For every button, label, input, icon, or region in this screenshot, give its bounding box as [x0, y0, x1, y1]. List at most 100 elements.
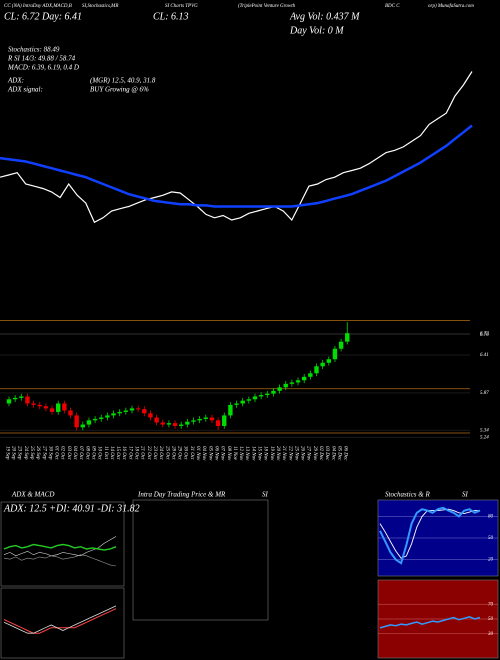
- x-tick-label: 06 Nov: [213, 446, 218, 461]
- y-tick-label: 6.70: [480, 333, 489, 338]
- line: [379, 508, 480, 559]
- candle-body: [179, 424, 184, 426]
- candle-body: [302, 376, 307, 381]
- panel-title: ADX & MACD: [11, 491, 54, 499]
- candle-body: [246, 399, 252, 401]
- x-tick-label: 24 Sep: [23, 446, 28, 460]
- x-tick-label: 16 Oct: [121, 446, 126, 460]
- candle-body: [148, 413, 153, 418]
- candle-body: [43, 406, 49, 409]
- x-tick-label: 05 Nov: [207, 446, 212, 461]
- candle-body: [166, 423, 172, 425]
- y-tick-label: 20: [488, 558, 494, 563]
- x-tick-label: 15 Oct: [115, 446, 120, 460]
- x-tick-label: 23 Sep: [17, 446, 22, 460]
- stochastics-label: Stochastics: 88.49: [8, 46, 60, 54]
- y-tick-label: 30: [488, 632, 494, 637]
- candle-body: [320, 362, 325, 367]
- x-tick-label: 26 Sep: [35, 446, 40, 460]
- adx-signal: BUY Growing @ 6%: [90, 86, 149, 94]
- candle-body: [86, 420, 92, 425]
- x-tick-label: 27 Nov: [306, 446, 311, 461]
- x-tick-label: 20 Nov: [275, 446, 280, 461]
- x-tick-label: 18 Nov: [263, 446, 268, 461]
- title: SI Charts TPVG: [165, 4, 198, 9]
- candle-body: [31, 403, 36, 405]
- y-tick-label: 50: [488, 536, 494, 541]
- x-tick-label: 17 Oct: [127, 446, 132, 460]
- panel-title: Intra Day Trading Price & MR: [137, 491, 226, 499]
- panel: [0, 587, 125, 659]
- candle-body: [338, 341, 344, 349]
- macd-label: MACD: 6.39, 6.19, 0.4 D: [7, 64, 79, 72]
- x-tick-label: 24 Oct: [158, 446, 163, 460]
- x-tick-label: 01 Nov: [195, 446, 200, 461]
- x-tick-label: 03 Oct: [66, 446, 71, 460]
- candle-body: [142, 409, 147, 414]
- close-label: CL: 6.72 Day: 6.41: [4, 11, 82, 22]
- line: [0, 71, 473, 224]
- x-tick-label: 09 Oct: [90, 446, 95, 460]
- day-volume: Day Vol: 0 M: [289, 25, 344, 36]
- candle-body: [215, 420, 221, 426]
- x-tick-label: 12 Nov: [238, 446, 243, 461]
- y-tick-label: 5.87: [480, 391, 489, 396]
- x-tick-label: 07 Oct: [78, 446, 83, 460]
- candle-body: [308, 373, 313, 377]
- candle-body: [326, 359, 331, 363]
- x-tick-label: 21 Nov: [281, 446, 286, 461]
- candle-body: [289, 382, 295, 384]
- avg-volume: Avg Vol: 0.437 M: [289, 11, 360, 22]
- candle-body: [99, 417, 104, 419]
- candle-body: [228, 404, 233, 416]
- x-tick-label: 21 Oct: [140, 446, 145, 460]
- candle-body: [129, 408, 135, 411]
- x-tick-label: 11 Oct: [103, 446, 108, 460]
- panel-title: SI: [262, 491, 269, 499]
- candle-body: [105, 415, 110, 418]
- x-tick-label: 29 Nov: [312, 446, 317, 461]
- title: CC (NA) IntraDay ADX,MACD,B: [4, 4, 72, 9]
- candle-body: [123, 410, 129, 412]
- x-tick-label: 15 Nov: [257, 446, 262, 461]
- candle-body: [68, 410, 73, 416]
- x-tick-label: 02 Dec: [318, 446, 323, 461]
- y-tick-label: 80: [488, 515, 494, 520]
- candle-body: [74, 415, 79, 428]
- x-tick-label: 01 Oct: [54, 446, 59, 460]
- x-tick-label: 30 Sep: [47, 446, 52, 460]
- adx-text: ADX: 12.5 +DI: 40.91 -DI: 31.82: [3, 503, 140, 514]
- candle-body: [62, 403, 67, 411]
- x-tick-label: 25 Oct: [164, 446, 169, 460]
- y-tick-label: 50: [488, 617, 494, 622]
- x-tick-label: 30 Oct: [183, 446, 188, 460]
- candle-body: [49, 408, 55, 412]
- line: [3, 605, 117, 634]
- candle-body: [234, 403, 239, 405]
- y-tick-label: 6.72: [480, 331, 489, 336]
- x-tick-label: 05 Dec: [336, 446, 341, 461]
- candle-body: [191, 420, 196, 422]
- x-tick-label: 19 Nov: [269, 446, 274, 461]
- candle-body: [185, 421, 190, 425]
- candle-body: [160, 422, 165, 425]
- candle-body: [80, 424, 85, 428]
- x-tick-label: 25 Nov: [293, 446, 298, 461]
- line: [379, 616, 481, 629]
- candle-body: [19, 396, 24, 398]
- x-tick-label: 07 Nov: [220, 446, 225, 461]
- x-tick-label: 04 Oct: [72, 446, 77, 460]
- intraday-box: [132, 499, 269, 621]
- candle-body: [56, 403, 61, 412]
- x-tick-label: 13 Nov: [244, 446, 249, 461]
- line: [3, 554, 117, 567]
- candle-body: [209, 417, 215, 421]
- line: [3, 543, 117, 551]
- candle-body: [203, 417, 208, 419]
- candle-body: [117, 411, 122, 414]
- x-tick-label: 06 Dec: [343, 446, 348, 461]
- x-tick-label: 14 Nov: [250, 446, 255, 461]
- candle-body: [197, 418, 202, 421]
- x-tick-label: 22 Nov: [287, 446, 292, 461]
